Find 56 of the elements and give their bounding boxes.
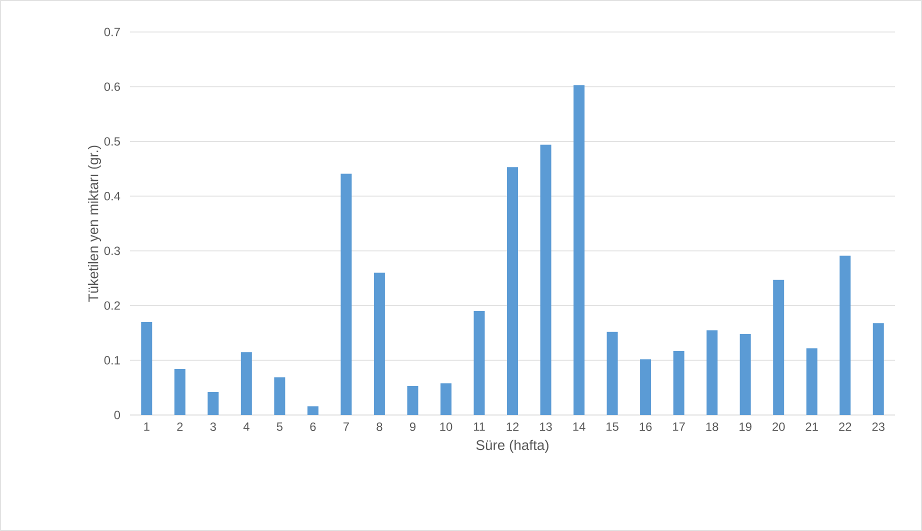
bar <box>240 352 252 415</box>
bar <box>440 383 452 415</box>
x-tick-label: 21 <box>806 422 818 431</box>
bar <box>840 256 851 415</box>
bar <box>141 322 152 415</box>
y-tick-label: 0.4 <box>104 192 120 200</box>
y-tick-label: 0.3 <box>104 246 120 256</box>
y-axis-title: Tüketilen yen miktarı (gr.) <box>88 146 102 302</box>
x-tick-label: 8 <box>376 422 382 431</box>
x-tick-label: 4 <box>243 422 250 431</box>
x-tick-label: 22 <box>839 422 852 431</box>
y-tick-label: 0.1 <box>104 356 120 365</box>
y-tick-label: 0.7 <box>104 28 120 36</box>
x-tick-label: 23 <box>872 422 884 431</box>
x-tick-label: 9 <box>410 422 416 431</box>
x-tick-label: 17 <box>673 422 685 431</box>
y-tick-label: 0.2 <box>104 301 120 310</box>
bar <box>474 311 485 415</box>
x-tick-label: 15 <box>606 422 618 431</box>
bar <box>540 144 552 415</box>
x-tick-label: 10 <box>440 422 452 431</box>
x-tick-label: 5 <box>276 422 282 431</box>
y-tick-label: 0.6 <box>104 82 120 91</box>
bar <box>806 348 818 415</box>
y-tick-label: 0 <box>114 410 120 420</box>
x-axis-title: Süre (hafta) <box>476 440 548 453</box>
bar <box>640 359 652 415</box>
x-tick-label: 12 <box>506 422 519 431</box>
x-tick-label: 7 <box>343 422 349 431</box>
bar <box>574 85 585 415</box>
bar <box>307 406 318 415</box>
x-tick-label: 11 <box>474 422 485 431</box>
x-tick-label: 14 <box>573 422 586 431</box>
x-tick-label: 16 <box>640 422 652 431</box>
bar <box>340 174 352 415</box>
bar <box>606 332 618 415</box>
bar <box>673 350 684 415</box>
x-tick-label: 19 <box>740 422 752 431</box>
bar <box>274 377 286 415</box>
x-tick-label: 18 <box>706 422 718 431</box>
bar <box>507 167 518 415</box>
bar <box>872 323 884 415</box>
x-tick-label: 6 <box>310 422 316 431</box>
x-tick-label: 2 <box>177 422 183 431</box>
bar <box>706 330 718 415</box>
x-tick-label: 20 <box>772 422 785 431</box>
bar <box>407 386 418 415</box>
bar <box>174 369 186 415</box>
x-tick-label: 1 <box>144 422 150 431</box>
bar <box>740 334 751 415</box>
y-tick-label: 0.5 <box>104 137 120 146</box>
bar <box>208 392 219 415</box>
bar <box>773 280 784 415</box>
bar <box>374 272 385 415</box>
x-tick-label: 13 <box>540 422 552 431</box>
x-tick-label: 3 <box>210 422 216 431</box>
